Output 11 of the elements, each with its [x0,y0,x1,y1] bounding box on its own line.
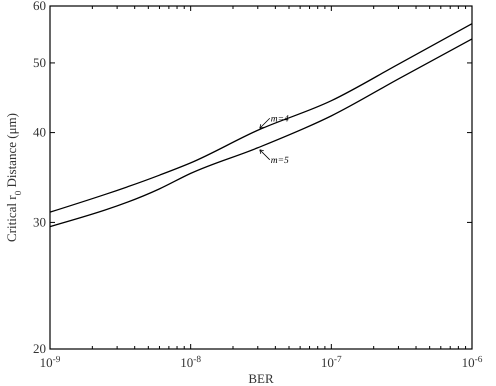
y-tick-label: 50 [33,54,46,70]
x-tick-label: 10$^{-9}$ [40,355,61,370]
y-tick-label: 60 [33,0,46,13]
y-tick-label: 30 [33,214,46,230]
x-tick-label: 10$^{-6}$ [462,355,483,370]
y-tick-label: 20 [33,341,46,356]
x-axis-title: BER [248,371,274,386]
x-tick-label: 10$^{-8}$ [180,355,202,370]
y-tick-label: 40 [33,124,46,140]
x-tick-label: 10$^{-7}$ [320,355,342,370]
annotation: m=5 [270,156,290,166]
